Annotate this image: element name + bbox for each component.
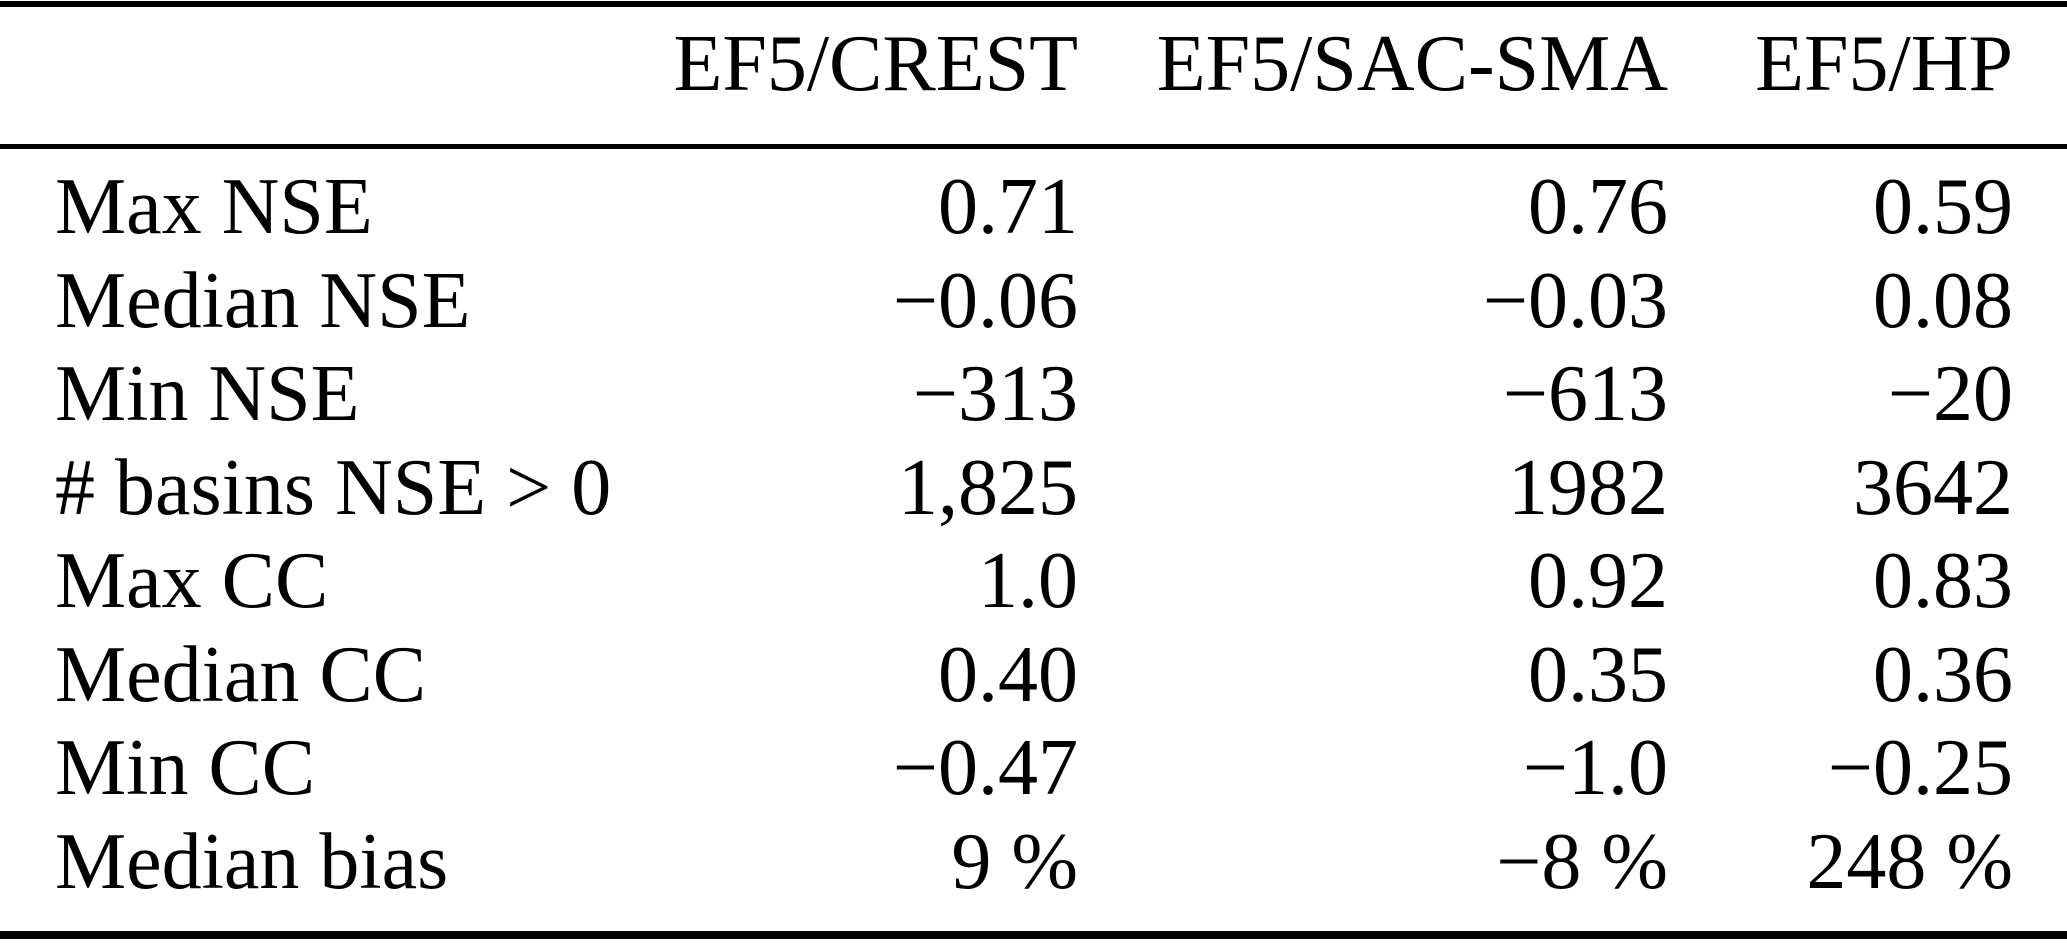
cell-value: −0.06 xyxy=(892,256,1078,345)
table-row-min-nse: Min NSE −313 −613 −20 xyxy=(55,348,2013,442)
row-label: Max CC xyxy=(55,537,329,626)
cell-value: −0.47 xyxy=(892,724,1078,813)
table-top-rule xyxy=(0,1,2067,7)
cell-value: 3642 xyxy=(1853,443,2013,532)
cell-value: 0.92 xyxy=(1528,537,1668,626)
row-label: Min CC xyxy=(55,724,316,813)
row-label: Max NSE xyxy=(55,163,373,251)
table-row-num-basins: # basins NSE > 0 1,825 1982 3642 xyxy=(55,442,2013,536)
column-header-ef5-sac-sma: EF5/SAC-SMA xyxy=(1156,20,1668,108)
cell-value: −8 % xyxy=(1496,817,1668,906)
row-label: # basins NSE > 0 xyxy=(55,443,612,532)
cell-value: 0.83 xyxy=(1873,537,2013,626)
cell-value: −613 xyxy=(1502,350,1668,439)
header-empty-cell xyxy=(55,0,555,128)
cell-value: 0.40 xyxy=(938,630,1078,719)
table-row-median-cc: Median CC 0.40 0.35 0.36 xyxy=(55,629,2013,723)
row-label: Median NSE xyxy=(55,256,471,345)
cell-value: 0.76 xyxy=(1528,163,1668,251)
row-label: Median bias xyxy=(55,817,449,906)
table-row-min-cc: Min CC −0.47 −1.0 −0.25 xyxy=(55,722,2013,816)
column-header-ef5-hp: EF5/HP xyxy=(1755,20,2013,108)
table-bottom-rule xyxy=(0,931,2067,939)
cell-value: 0.59 xyxy=(1873,163,2013,251)
cell-value: −1.0 xyxy=(1522,724,1668,813)
table-header-row: EF5/CREST EF5/SAC-SMA EF5/HP xyxy=(55,0,2013,128)
cell-value: −0.25 xyxy=(1827,724,2013,813)
table-row-median-bias: Median bias 9 % −8 % 248 % xyxy=(55,816,2013,910)
table-body: Max NSE 0.71 0.76 0.59 Median NSE −0.06 … xyxy=(55,161,2013,910)
cell-value: 9 % xyxy=(951,817,1078,906)
cell-value: −20 xyxy=(1887,350,2013,439)
cell-value: 1.0 xyxy=(978,537,1078,626)
row-label: Median CC xyxy=(55,630,427,719)
table-row-max-nse: Max NSE 0.71 0.76 0.59 xyxy=(55,161,2013,255)
table-row-max-cc: Max CC 1.0 0.92 0.83 xyxy=(55,535,2013,629)
column-header-ef5-crest: EF5/CREST xyxy=(673,20,1078,108)
cell-value: 0.71 xyxy=(938,163,1078,251)
cell-value: 0.36 xyxy=(1873,630,2013,719)
cell-value: −313 xyxy=(912,350,1078,439)
row-label: Min NSE xyxy=(55,350,360,439)
cell-value: −0.03 xyxy=(1482,256,1668,345)
cell-value: 248 % xyxy=(1806,817,2013,906)
cell-value: 1982 xyxy=(1508,443,1668,532)
table-header-rule xyxy=(0,144,2067,149)
table-row-median-nse: Median NSE −0.06 −0.03 0.08 xyxy=(55,255,2013,349)
cell-value: 0.35 xyxy=(1528,630,1668,719)
cell-value: 1,825 xyxy=(898,443,1078,532)
cell-value: 0.08 xyxy=(1873,256,2013,345)
